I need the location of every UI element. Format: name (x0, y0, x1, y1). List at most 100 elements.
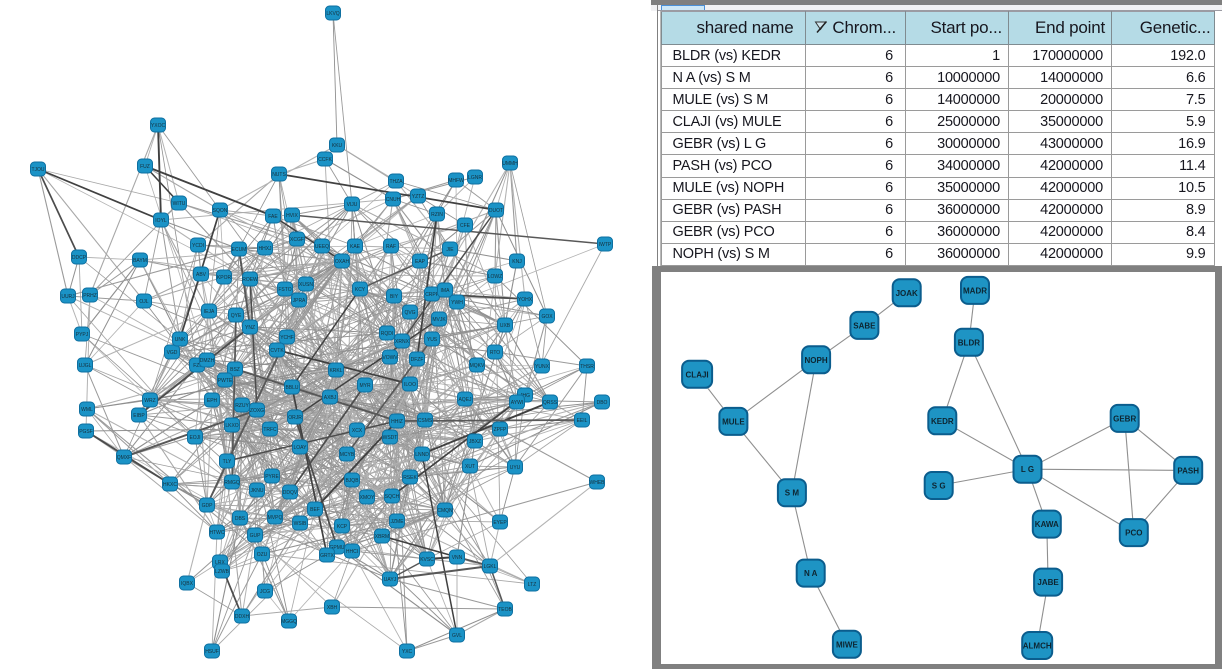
svg-text:XBRM: XBRM (375, 534, 389, 540)
svg-text:N A: N A (804, 569, 818, 578)
svg-text:TRFC: TRFC (263, 427, 277, 433)
svg-text:YOHX: YOHX (518, 297, 533, 303)
svg-text:RZUY: RZUY (235, 403, 249, 409)
svg-text:PCO: PCO (1125, 529, 1142, 538)
svg-text:YZTZ: YZTZ (412, 194, 425, 200)
svg-text:MYR: MYR (359, 383, 371, 389)
svg-text:S M: S M (785, 489, 800, 498)
svg-text:VOWV: VOWV (382, 355, 398, 361)
svg-text:CRPF: CRPF (425, 292, 439, 298)
svg-text:XCGF: XCGF (290, 237, 304, 243)
svg-text:XCX: XCX (352, 428, 363, 434)
svg-text:CLAJI: CLAJI (686, 370, 709, 379)
svg-text:ZOXG: ZOXG (250, 408, 264, 414)
svg-text:ABV: ABV (196, 272, 207, 278)
svg-text:DDCP: DDCP (72, 255, 87, 261)
svg-text:EAP: EAP (415, 259, 426, 265)
svg-text:QMXF: QMXF (117, 455, 131, 461)
svg-text:UNK: UNK (175, 337, 186, 343)
svg-text:TLY: TLY (223, 459, 232, 465)
svg-text:PRHZ: PRHZ (83, 293, 97, 299)
svg-text:XRNX: XRNX (395, 339, 410, 345)
svg-text:PYRE: PYRE (265, 474, 279, 480)
svg-text:KVSC: KVSC (420, 557, 434, 563)
svg-text:PASH: PASH (1177, 466, 1199, 475)
svg-text:GEBR: GEBR (1113, 414, 1136, 423)
svg-text:IWTP: IWTP (599, 242, 612, 248)
svg-text:FUZ: FUZ (140, 164, 150, 170)
svg-text:DFZF: DFZF (411, 357, 424, 363)
svg-text:PGSF: PGSF (79, 429, 93, 435)
svg-text:YXC: YXC (402, 649, 413, 655)
svg-text:WSIB: WSIB (294, 521, 307, 527)
svg-text:RZIN: RZIN (431, 212, 443, 218)
svg-text:SABE: SABE (853, 321, 876, 330)
svg-text:MADR: MADR (963, 286, 987, 295)
svg-text:PWTE: PWTE (218, 378, 233, 384)
svg-text:OZU: OZU (257, 552, 268, 558)
svg-text:HHXJ: HHXJ (258, 246, 272, 252)
svg-text:KPOR: KPOR (217, 275, 232, 281)
svg-text:KRKL: KRKL (329, 368, 342, 374)
svg-text:UEEQ: UEEQ (315, 244, 329, 250)
svg-text:MULE: MULE (722, 417, 745, 426)
svg-text:LKVQ: LKVQ (326, 11, 339, 17)
svg-text:EPH: EPH (207, 398, 218, 404)
svg-text:JCG: JCG (260, 589, 270, 595)
svg-text:HHCI: HHCI (346, 549, 358, 555)
svg-text:RQDI: RQDI (381, 331, 394, 337)
svg-text:CCFK: CCFK (318, 157, 332, 163)
svg-text:GDP: GDP (202, 503, 214, 509)
svg-text:RSEK: RSEK (403, 475, 417, 481)
svg-text:MCYB: MCYB (340, 452, 355, 458)
svg-text:QRSS: QRSS (543, 400, 558, 406)
svg-text:UJGL: UJGL (79, 363, 92, 369)
svg-text:JIE: JIE (446, 247, 454, 253)
svg-text:IOYL: IOYL (155, 218, 167, 224)
svg-text:VIJU: VIJU (347, 202, 358, 208)
svg-text:MQKV: MQKV (470, 363, 485, 369)
svg-text:DMZH: DMZH (200, 358, 215, 364)
svg-text:RAF: RAF (386, 244, 396, 250)
svg-text:ECUM: ECUM (232, 247, 247, 253)
svg-text:IQBX: IQBX (181, 581, 194, 587)
svg-text:YCDI: YCDI (192, 243, 204, 249)
svg-text:WHEB: WHEB (590, 480, 606, 486)
svg-text:KEDR: KEDR (931, 417, 954, 426)
svg-text:EEIL: EEIL (577, 418, 588, 424)
svg-text:OXAH: OXAH (335, 259, 350, 265)
svg-text:UYU: UYU (510, 465, 521, 471)
svg-text:CFE: CFE (460, 223, 471, 229)
svg-text:KCY: KCY (355, 287, 366, 293)
svg-text:MVJK: MVJK (432, 317, 446, 323)
svg-text:DDQV: DDQV (283, 490, 298, 496)
svg-text:BBLU: BBLU (285, 385, 298, 391)
svg-text:EIBP: EIBP (133, 413, 145, 419)
svg-text:L G: L G (1021, 465, 1034, 474)
svg-text:LGNR: LGNR (468, 175, 482, 181)
svg-text:LGKL: LGKL (484, 564, 497, 570)
svg-text:WML: WML (81, 407, 93, 413)
svg-text:ZPFP: ZPFP (494, 427, 507, 433)
svg-text:YXOC: YXOC (151, 123, 166, 129)
svg-text:DDXH: DDXH (235, 614, 250, 620)
svg-text:JHG: JHG (520, 393, 530, 399)
svg-text:LOWZ: LOWZ (488, 274, 502, 280)
svg-text:RTO: RTO (490, 350, 500, 356)
svg-text:XUSN: XUSN (299, 282, 313, 288)
svg-text:AQEJ: AQEJ (458, 397, 472, 403)
svg-text:YUNX: YUNX (535, 364, 550, 370)
svg-text:JOAK: JOAK (896, 289, 918, 298)
svg-text:WITU: WITU (173, 201, 186, 207)
svg-text:LOAY: LOAY (294, 445, 308, 451)
svg-text:HTWC: HTWC (210, 530, 225, 536)
svg-text:DUOT: DUOT (489, 208, 503, 214)
svg-text:HVIX: HVIX (286, 213, 298, 219)
svg-text:ILOO: ILOO (404, 382, 416, 388)
svg-text:ALMCH: ALMCH (1023, 642, 1052, 651)
svg-text:KAE: KAE (350, 244, 361, 250)
svg-text:BIY: BIY (390, 294, 399, 300)
svg-text:NUTS: NUTS (272, 172, 286, 178)
svg-text:XMOY: XMOY (360, 495, 375, 501)
svg-text:BSZ: BSZ (230, 367, 240, 373)
